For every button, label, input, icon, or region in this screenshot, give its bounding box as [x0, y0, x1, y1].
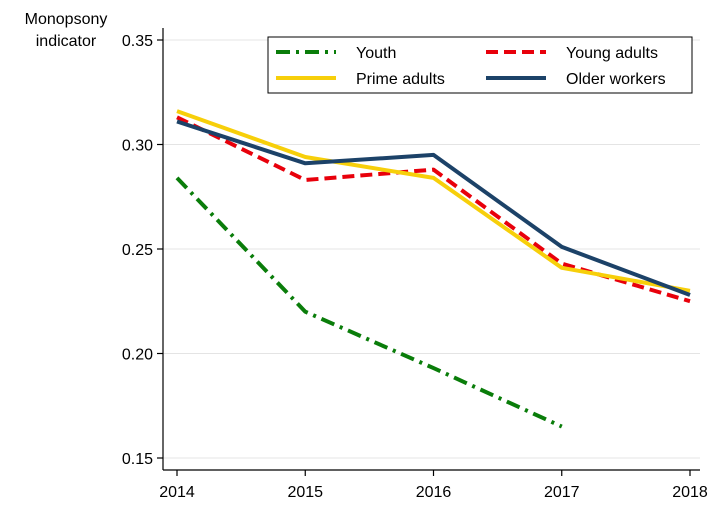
y-ticks: 0.15 0.20 0.25 0.30 0.35	[122, 33, 163, 468]
legend: Youth Young adults Prime adults Older worke…	[267, 36, 693, 94]
series-line-older-workers	[176, 119, 691, 297]
y-tick-label: 0.20	[122, 347, 153, 364]
y-tick-label: 0.15	[122, 451, 153, 468]
y-tick-label: 0.30	[122, 138, 153, 155]
y-axis-title-line-2: indicator	[36, 33, 97, 50]
y-tick-label: 0.35	[122, 33, 153, 50]
x-tick-label: 2014	[159, 484, 195, 501]
y-tick-label: 0.25	[122, 242, 153, 259]
x-tick-label: 2015	[287, 484, 323, 501]
x-tick-label: 2017	[544, 484, 580, 501]
x-ticks: 2014 2015 2016 2017 2018	[159, 470, 708, 501]
legend-label-prime-adults: Prime adults	[356, 71, 445, 88]
x-tick-label: 2016	[416, 484, 452, 501]
legend-label-young-adults: Young adults	[566, 45, 658, 62]
legend-label-youth: Youth	[356, 45, 396, 62]
series-lines	[175, 109, 691, 429]
series-line-youth	[175, 176, 563, 429]
x-tick-label: 2018	[672, 484, 708, 501]
legend-label-older-workers: Older workers	[566, 71, 666, 88]
legend-box	[267, 36, 693, 94]
y-axis-title-line-1: Monopsony	[25, 11, 108, 28]
series-line-prime-adults	[176, 109, 691, 293]
